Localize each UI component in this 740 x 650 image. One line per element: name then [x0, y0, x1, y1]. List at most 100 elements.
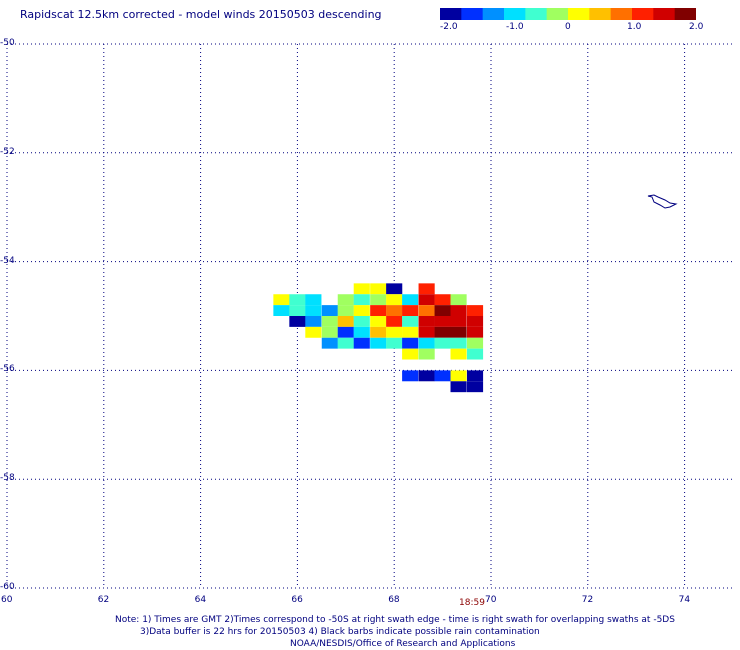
colorbar-segment: [504, 8, 526, 20]
wind-cell: [418, 348, 435, 360]
y-tick-label: -60: [0, 582, 15, 592]
wind-cell: [370, 326, 387, 338]
swath-time-label: 18:59: [459, 598, 485, 608]
wind-cell: [418, 305, 435, 316]
wind-cell: [353, 283, 370, 295]
wind-cell: [418, 316, 435, 327]
y-tick-label: -50: [0, 38, 15, 48]
wind-cell: [450, 381, 467, 393]
wind-cell: [386, 294, 403, 306]
wind-cell: [402, 337, 419, 349]
colorbar-segment: [674, 8, 696, 20]
colorbar-segment: [653, 8, 676, 20]
wind-cell: [466, 326, 484, 338]
wind-cell: [434, 370, 451, 382]
wind-cell: [450, 370, 467, 382]
wind-cell: [450, 305, 467, 316]
wind-cell: [305, 305, 322, 316]
wind-cell: [386, 326, 403, 338]
wind-cell: [321, 337, 338, 349]
colorbar: [440, 8, 696, 20]
x-tick-label: 60: [1, 595, 13, 605]
wind-cell: [450, 294, 467, 306]
wind-cell: [418, 337, 435, 349]
colorbar-segment: [461, 8, 484, 20]
footnote-line-1: Note: 1) Times are GMT 2)Times correspon…: [115, 615, 675, 625]
x-tick-label: 74: [678, 595, 691, 605]
wind-cell: [434, 326, 451, 338]
wind-cell: [305, 294, 322, 306]
wind-cell: [466, 348, 484, 360]
wind-cell: [402, 316, 419, 327]
y-tick-label: -56: [0, 364, 15, 375]
wind-cell: [450, 316, 467, 327]
wind-cell: [353, 305, 370, 316]
island-coastline: [647, 194, 678, 209]
wind-cell: [305, 326, 322, 338]
wind-cell: [337, 337, 354, 349]
colorbar-segment: [546, 8, 569, 20]
wind-cell: [337, 316, 354, 327]
wind-cell: [450, 337, 467, 349]
wind-cell: [402, 326, 419, 338]
wind-cell: [466, 381, 484, 393]
wind-cell: [386, 337, 403, 349]
wind-cell: [321, 305, 338, 316]
colorbar-segment: [632, 8, 654, 20]
wind-cell: [418, 283, 435, 295]
colorbar-segment: [589, 8, 612, 20]
wind-cell: [337, 326, 354, 338]
wind-cell: [321, 326, 338, 338]
footnote-line-3: NOAA/NESDIS/Office of Research and Appli…: [290, 639, 516, 649]
footnote-line-2: 3)Data buffer is 22 hrs for 20150503 4) …: [140, 627, 540, 637]
wind-cell: [434, 337, 451, 349]
wind-cell: [370, 305, 387, 316]
colorbar-segment: [568, 8, 590, 20]
wind-cell: [289, 316, 306, 327]
x-tick-label: 62: [97, 595, 110, 605]
wind-cell: [434, 294, 451, 306]
colorbar-tick-label: 1.0: [627, 22, 642, 32]
wind-cell: [418, 370, 435, 382]
wind-cell: [418, 294, 435, 306]
wind-cell: [289, 305, 306, 316]
y-tick-label: -52: [0, 146, 15, 157]
x-tick-label: 64: [194, 595, 207, 605]
wind-cell: [370, 316, 387, 327]
colorbar-segment: [610, 8, 633, 20]
wind-cell: [386, 316, 403, 327]
colorbar-tick-label: 2.0: [689, 22, 704, 32]
colorbar-tick-label: 0: [565, 22, 571, 32]
wind-cell: [386, 305, 403, 316]
wind-cell: [273, 305, 290, 316]
wind-cell: [402, 348, 419, 360]
colorbar-segment: [440, 8, 462, 20]
wind-cell: [337, 305, 354, 316]
wind-cell: [321, 316, 338, 327]
wind-cell: [305, 316, 322, 327]
colorbar-tick-label: -2.0: [440, 22, 458, 32]
y-tick-label: -54: [0, 255, 15, 266]
map-grid: [6, 43, 733, 589]
colorbar-segment: [525, 8, 548, 20]
wind-cell: [418, 326, 435, 338]
wind-cell: [386, 283, 403, 295]
wind-cell: [402, 294, 419, 306]
wind-cell: [466, 316, 484, 327]
wind-cell: [370, 283, 387, 295]
wind-cell: [370, 294, 387, 306]
wind-cell: [353, 294, 370, 306]
wind-cell: [353, 326, 370, 338]
wind-cell: [353, 316, 370, 327]
wind-cell: [337, 294, 354, 306]
x-tick-label: 72: [581, 595, 594, 605]
wind-cell: [434, 316, 451, 327]
wind-cell: [466, 305, 484, 316]
wind-cell: [402, 370, 419, 382]
wind-difference-cells: [273, 283, 484, 393]
wind-cell: [353, 337, 370, 349]
x-tick-label: 70: [485, 595, 497, 605]
wind-cell: [434, 305, 451, 316]
y-tick-label: -58: [0, 473, 15, 484]
